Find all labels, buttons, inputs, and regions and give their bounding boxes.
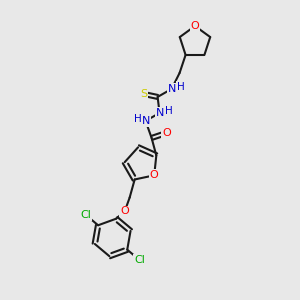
Text: Cl: Cl: [80, 210, 91, 220]
Text: O: O: [150, 170, 159, 180]
Text: N: N: [155, 108, 164, 118]
Text: O: O: [120, 206, 129, 217]
Text: N: N: [141, 116, 150, 126]
Text: N: N: [167, 84, 176, 94]
Text: O: O: [190, 21, 200, 31]
Text: H: H: [165, 106, 172, 116]
Text: H: H: [177, 82, 184, 92]
Text: O: O: [162, 128, 171, 138]
Text: Cl: Cl: [134, 255, 145, 265]
Text: S: S: [140, 89, 147, 99]
Text: H: H: [134, 114, 142, 124]
